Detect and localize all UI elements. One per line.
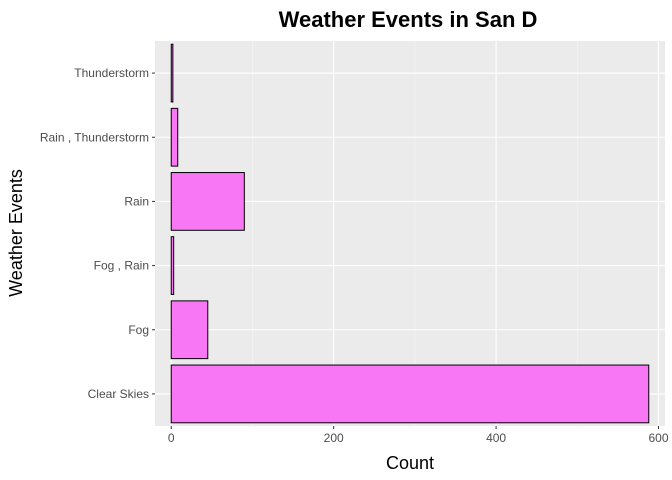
y-tick-label: Fog , Rain	[94, 259, 149, 273]
y-axis-title: Weather Events	[6, 169, 26, 297]
chart-title: Weather Events in San D	[279, 7, 538, 32]
x-tick-label: 400	[486, 431, 506, 445]
x-axis-ticks: 0 200 400 600	[168, 426, 669, 445]
y-tick-label: Rain , Thunderstorm	[40, 130, 149, 144]
bar	[170, 107, 179, 167]
y-tick-label: Thunderstorm	[74, 66, 149, 80]
bar	[170, 364, 650, 424]
y-tick-label: Fog	[128, 323, 149, 337]
bar	[170, 300, 209, 360]
bar	[170, 236, 175, 295]
x-tick-label: 600	[648, 431, 668, 445]
grid-minor-lines	[252, 41, 578, 426]
x-tick-label: 0	[168, 431, 175, 445]
y-tick-label: Rain	[124, 194, 149, 208]
plot-panel	[155, 41, 665, 426]
bar	[170, 172, 245, 231]
x-tick-label: 200	[324, 431, 344, 445]
bars-group	[170, 43, 650, 424]
y-tick-label: Clear Skies	[88, 387, 149, 401]
bar	[170, 43, 174, 103]
x-axis-title: Count	[386, 453, 434, 473]
y-axis-ticks: Clear Skies Fog Fog , Rain Rain Rain , Thund…	[40, 66, 155, 401]
